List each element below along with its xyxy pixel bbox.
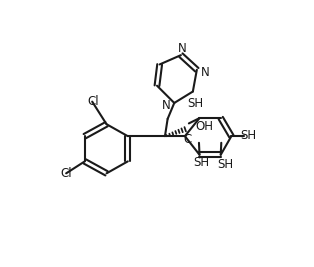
Text: N: N (200, 66, 209, 79)
Text: C: C (183, 133, 191, 146)
Text: Cl: Cl (87, 95, 99, 108)
Text: SH: SH (193, 156, 210, 169)
Text: Cl: Cl (61, 167, 73, 180)
Text: OH: OH (196, 120, 214, 132)
Text: SH: SH (187, 97, 203, 110)
Text: SH: SH (241, 129, 257, 142)
Text: N: N (162, 99, 171, 112)
Text: N: N (178, 42, 187, 55)
Text: SH: SH (218, 158, 234, 171)
